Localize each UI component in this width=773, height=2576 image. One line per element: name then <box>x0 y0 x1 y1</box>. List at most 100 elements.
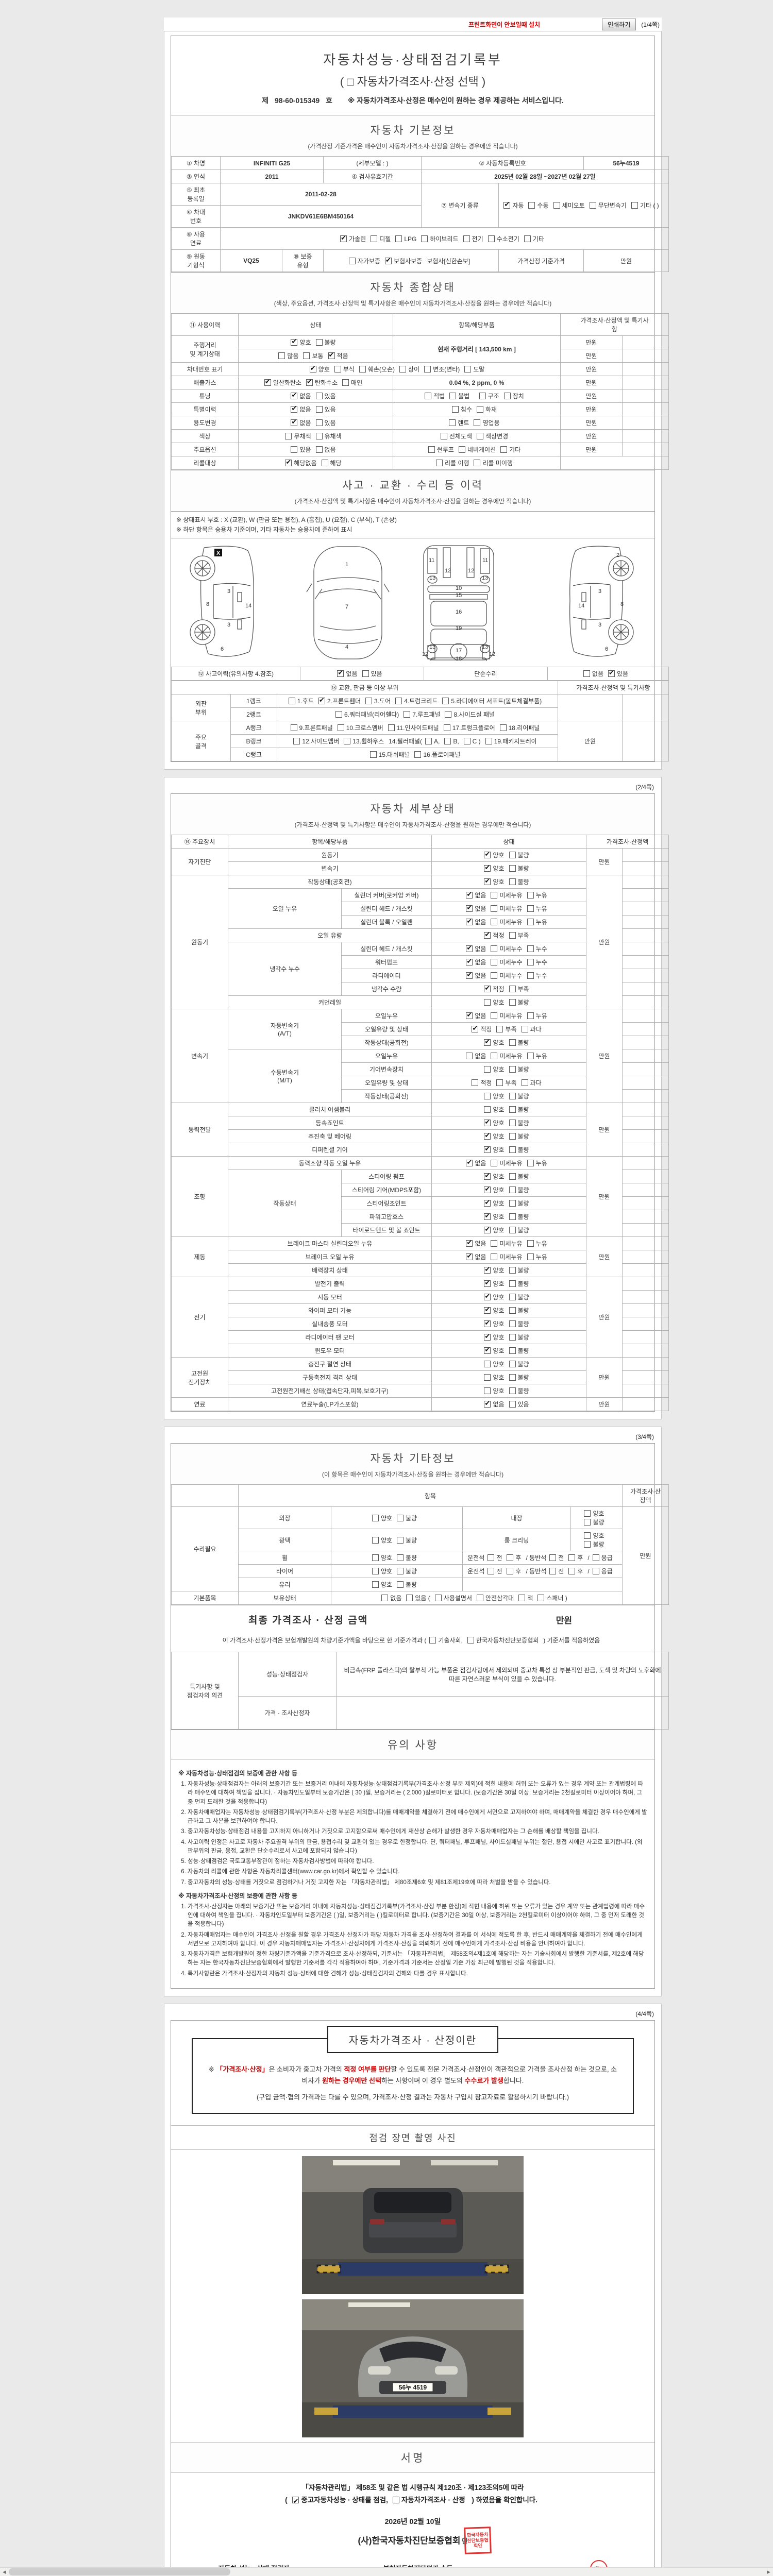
checkbox-unchecked[interactable] <box>553 202 560 209</box>
checkbox-checked[interactable] <box>608 669 615 677</box>
checkbox-unchecked[interactable] <box>631 202 638 209</box>
checkbox-unchecked[interactable] <box>477 433 483 439</box>
checkbox-checked[interactable] <box>472 1024 479 1033</box>
checkbox-unchecked[interactable] <box>491 972 498 979</box>
checkbox-unchecked[interactable] <box>404 711 411 718</box>
checkbox-unchecked[interactable] <box>472 1079 479 1087</box>
checkbox-unchecked[interactable] <box>381 1595 389 1602</box>
checkbox-unchecked[interactable] <box>285 433 292 439</box>
checkbox-unchecked[interactable] <box>399 366 406 372</box>
checkbox-unchecked[interactable] <box>334 366 341 372</box>
print-button[interactable]: 인쇄하기 <box>602 18 636 30</box>
checkbox-unchecked[interactable] <box>537 1595 545 1602</box>
checkbox-unchecked[interactable] <box>503 393 511 399</box>
checkbox-unchecked[interactable] <box>434 1595 442 1602</box>
checkbox-unchecked[interactable] <box>584 1519 591 1526</box>
checkbox-unchecked[interactable] <box>524 235 531 242</box>
checkbox-unchecked[interactable] <box>484 1361 491 1368</box>
checkbox-checked[interactable] <box>385 256 392 264</box>
checkbox-unchecked[interactable] <box>435 460 443 466</box>
checkbox-unchecked[interactable] <box>521 1026 528 1033</box>
checkbox-unchecked[interactable] <box>464 366 472 372</box>
checkbox-unchecked[interactable] <box>509 1173 516 1180</box>
checkbox-unchecked[interactable] <box>527 945 534 953</box>
checkbox-unchecked[interactable] <box>414 751 422 758</box>
checkbox-unchecked[interactable] <box>496 1079 503 1087</box>
checkbox-checked[interactable] <box>318 696 325 705</box>
checkbox-unchecked[interactable] <box>397 1568 404 1575</box>
checkbox-unchecked[interactable] <box>344 738 351 745</box>
checkbox-unchecked[interactable] <box>491 1160 498 1167</box>
checkbox-unchecked[interactable] <box>278 352 285 359</box>
checkbox-checked[interactable] <box>328 351 335 359</box>
checkbox-unchecked[interactable] <box>442 698 449 705</box>
checkbox-unchecked[interactable] <box>507 1568 514 1575</box>
checkbox-checked[interactable] <box>291 418 298 426</box>
checkbox-unchecked[interactable] <box>337 724 344 732</box>
checkbox-unchecked[interactable] <box>527 905 534 912</box>
checkbox-unchecked[interactable] <box>293 738 300 745</box>
checkbox-unchecked[interactable] <box>429 1637 436 1644</box>
checkbox-unchecked[interactable] <box>485 738 492 745</box>
checkbox-unchecked[interactable] <box>509 1401 516 1408</box>
checkbox-unchecked[interactable] <box>365 698 373 705</box>
checkbox-checked[interactable] <box>466 890 473 899</box>
checkbox-unchecked[interactable] <box>509 878 516 886</box>
checkbox-unchecked[interactable] <box>518 1595 526 1602</box>
checkbox-unchecked[interactable] <box>488 1554 495 1562</box>
checkbox-unchecked[interactable] <box>509 1066 516 1073</box>
checkbox-unchecked[interactable] <box>395 698 402 705</box>
checkbox-unchecked[interactable] <box>491 959 498 966</box>
checkbox-unchecked[interactable] <box>315 339 323 346</box>
scrollbar-thumb[interactable] <box>9 2568 230 2575</box>
checkbox-checked[interactable] <box>466 917 473 926</box>
checkbox-unchecked[interactable] <box>321 460 328 466</box>
checkbox-unchecked[interactable] <box>315 406 323 413</box>
checkbox-unchecked[interactable] <box>335 711 342 718</box>
checkbox-unchecked[interactable] <box>372 1581 379 1588</box>
checkbox-unchecked[interactable] <box>527 972 534 979</box>
checkbox-checked[interactable] <box>484 930 491 939</box>
checkbox-unchecked[interactable] <box>527 959 534 966</box>
checkbox-unchecked[interactable] <box>362 670 369 677</box>
checkbox-unchecked[interactable] <box>484 1374 491 1381</box>
checkbox-checked[interactable] <box>484 984 491 993</box>
checkbox-unchecked[interactable] <box>484 1387 491 1395</box>
checkbox-unchecked[interactable] <box>488 1568 495 1575</box>
checkbox-unchecked[interactable] <box>509 1334 516 1341</box>
checkbox-unchecked[interactable] <box>315 446 323 453</box>
checkbox-unchecked[interactable] <box>467 1637 474 1644</box>
checkbox-unchecked[interactable] <box>491 892 498 899</box>
checkbox-checked[interactable] <box>466 1252 473 1261</box>
checkbox-checked[interactable] <box>292 2495 299 2507</box>
checkbox-unchecked[interactable] <box>509 1106 516 1113</box>
checkbox-unchecked[interactable] <box>509 1347 516 1354</box>
checkbox-checked[interactable] <box>484 877 491 886</box>
checkbox-unchecked[interactable] <box>425 738 432 745</box>
checkbox-checked[interactable] <box>484 850 491 859</box>
checkbox-checked[interactable] <box>285 458 292 466</box>
checkbox-unchecked[interactable] <box>509 1187 516 1194</box>
checkbox-unchecked[interactable] <box>491 905 498 912</box>
checkbox-checked[interactable] <box>484 1306 491 1314</box>
checkbox-unchecked[interactable] <box>474 460 481 466</box>
checkbox-unchecked[interactable] <box>491 1253 498 1261</box>
checkbox-unchecked[interactable] <box>583 670 590 677</box>
checkbox-unchecked[interactable] <box>388 724 395 732</box>
checkbox-unchecked[interactable] <box>509 1120 516 1127</box>
checkbox-unchecked[interactable] <box>315 393 323 399</box>
checkbox-unchecked[interactable] <box>342 379 349 386</box>
checkbox-checked[interactable] <box>484 1265 491 1274</box>
checkbox-checked[interactable] <box>264 378 271 386</box>
checkbox-unchecked[interactable] <box>371 235 378 242</box>
checkbox-unchecked[interactable] <box>421 235 428 242</box>
checkbox-unchecked[interactable] <box>592 1554 599 1562</box>
checkbox-unchecked[interactable] <box>521 1079 528 1087</box>
checkbox-unchecked[interactable] <box>440 433 447 439</box>
checkbox-unchecked[interactable] <box>479 393 486 399</box>
checkbox-checked[interactable] <box>484 1118 491 1127</box>
checkbox-unchecked[interactable] <box>372 1536 379 1544</box>
checkbox-checked[interactable] <box>309 364 316 372</box>
checkbox-checked[interactable] <box>503 200 511 209</box>
checkbox-unchecked[interactable] <box>509 1374 516 1381</box>
